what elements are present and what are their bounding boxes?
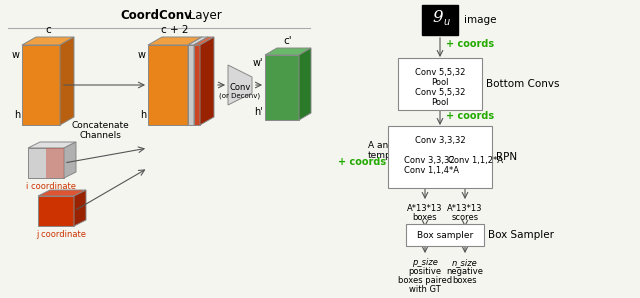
Text: j coordinate: j coordinate	[36, 230, 86, 239]
Text: h': h'	[254, 107, 263, 117]
Polygon shape	[265, 48, 311, 55]
Text: + coords: + coords	[338, 157, 386, 167]
Text: w: w	[138, 50, 146, 60]
FancyBboxPatch shape	[422, 5, 458, 35]
Text: A anchor: A anchor	[368, 140, 408, 150]
Polygon shape	[188, 37, 208, 45]
Text: Conv 3,3,32: Conv 3,3,32	[404, 156, 454, 165]
Text: c': c'	[284, 36, 292, 46]
Polygon shape	[194, 37, 208, 125]
Polygon shape	[46, 148, 64, 178]
Polygon shape	[299, 48, 311, 120]
Text: Conv 5,5,32: Conv 5,5,32	[415, 68, 465, 77]
Text: h: h	[13, 110, 20, 120]
Text: + coords: + coords	[446, 39, 494, 49]
Polygon shape	[194, 45, 200, 125]
Text: Box Sampler: Box Sampler	[488, 230, 554, 240]
Text: 9: 9	[433, 10, 444, 27]
Polygon shape	[22, 37, 74, 45]
Polygon shape	[194, 37, 214, 45]
Text: positive: positive	[408, 267, 442, 276]
Text: Bottom Convs: Bottom Convs	[486, 79, 559, 89]
Polygon shape	[265, 55, 299, 120]
Text: c: c	[45, 25, 51, 35]
FancyBboxPatch shape	[398, 58, 482, 110]
Text: with GT: with GT	[409, 285, 441, 294]
Text: scores: scores	[451, 213, 479, 222]
Text: w: w	[12, 50, 20, 60]
Text: negative: negative	[447, 267, 483, 276]
Polygon shape	[64, 142, 76, 178]
Text: Conv 3,3,32: Conv 3,3,32	[415, 136, 465, 145]
Polygon shape	[38, 190, 86, 196]
Text: templates: templates	[368, 150, 413, 159]
Text: Conv 1,1,2*A: Conv 1,1,2*A	[448, 156, 503, 165]
Polygon shape	[148, 37, 202, 45]
Text: Concatenate: Concatenate	[71, 120, 129, 130]
Polygon shape	[22, 45, 60, 125]
Polygon shape	[188, 37, 202, 125]
Text: Conv: Conv	[229, 83, 251, 91]
FancyBboxPatch shape	[406, 224, 484, 246]
Polygon shape	[148, 45, 188, 125]
Text: h: h	[140, 110, 146, 120]
Text: (or Deconv): (or Deconv)	[220, 93, 260, 99]
Text: CoordConv: CoordConv	[120, 9, 192, 22]
Text: c + 2: c + 2	[161, 25, 189, 35]
Text: A*13*13: A*13*13	[447, 204, 483, 213]
Text: Layer: Layer	[185, 9, 221, 22]
Text: Channels: Channels	[79, 131, 121, 140]
Polygon shape	[200, 37, 214, 125]
Text: boxes: boxes	[452, 276, 477, 285]
Text: w': w'	[253, 58, 263, 68]
Text: Pool: Pool	[431, 98, 449, 107]
Text: RPN: RPN	[496, 152, 517, 162]
Polygon shape	[228, 65, 252, 105]
Text: i coordinate: i coordinate	[26, 182, 76, 191]
Polygon shape	[38, 196, 74, 226]
Text: u: u	[443, 17, 449, 27]
Polygon shape	[188, 45, 194, 125]
Text: Pool: Pool	[431, 78, 449, 87]
Text: Box sampler: Box sampler	[417, 230, 473, 240]
Polygon shape	[28, 142, 76, 148]
FancyBboxPatch shape	[388, 126, 492, 188]
Text: Conv 1,1,4*A: Conv 1,1,4*A	[404, 166, 459, 175]
Text: image: image	[464, 15, 497, 25]
Text: Conv 5,5,32: Conv 5,5,32	[415, 88, 465, 97]
Text: p_size: p_size	[412, 258, 438, 267]
Text: boxes paired: boxes paired	[398, 276, 452, 285]
Text: n_size: n_size	[452, 258, 478, 267]
Text: boxes: boxes	[413, 213, 437, 222]
Polygon shape	[74, 190, 86, 226]
Polygon shape	[28, 148, 64, 178]
Text: + coords: + coords	[446, 111, 494, 121]
Text: A*13*13: A*13*13	[407, 204, 443, 213]
Polygon shape	[60, 37, 74, 125]
